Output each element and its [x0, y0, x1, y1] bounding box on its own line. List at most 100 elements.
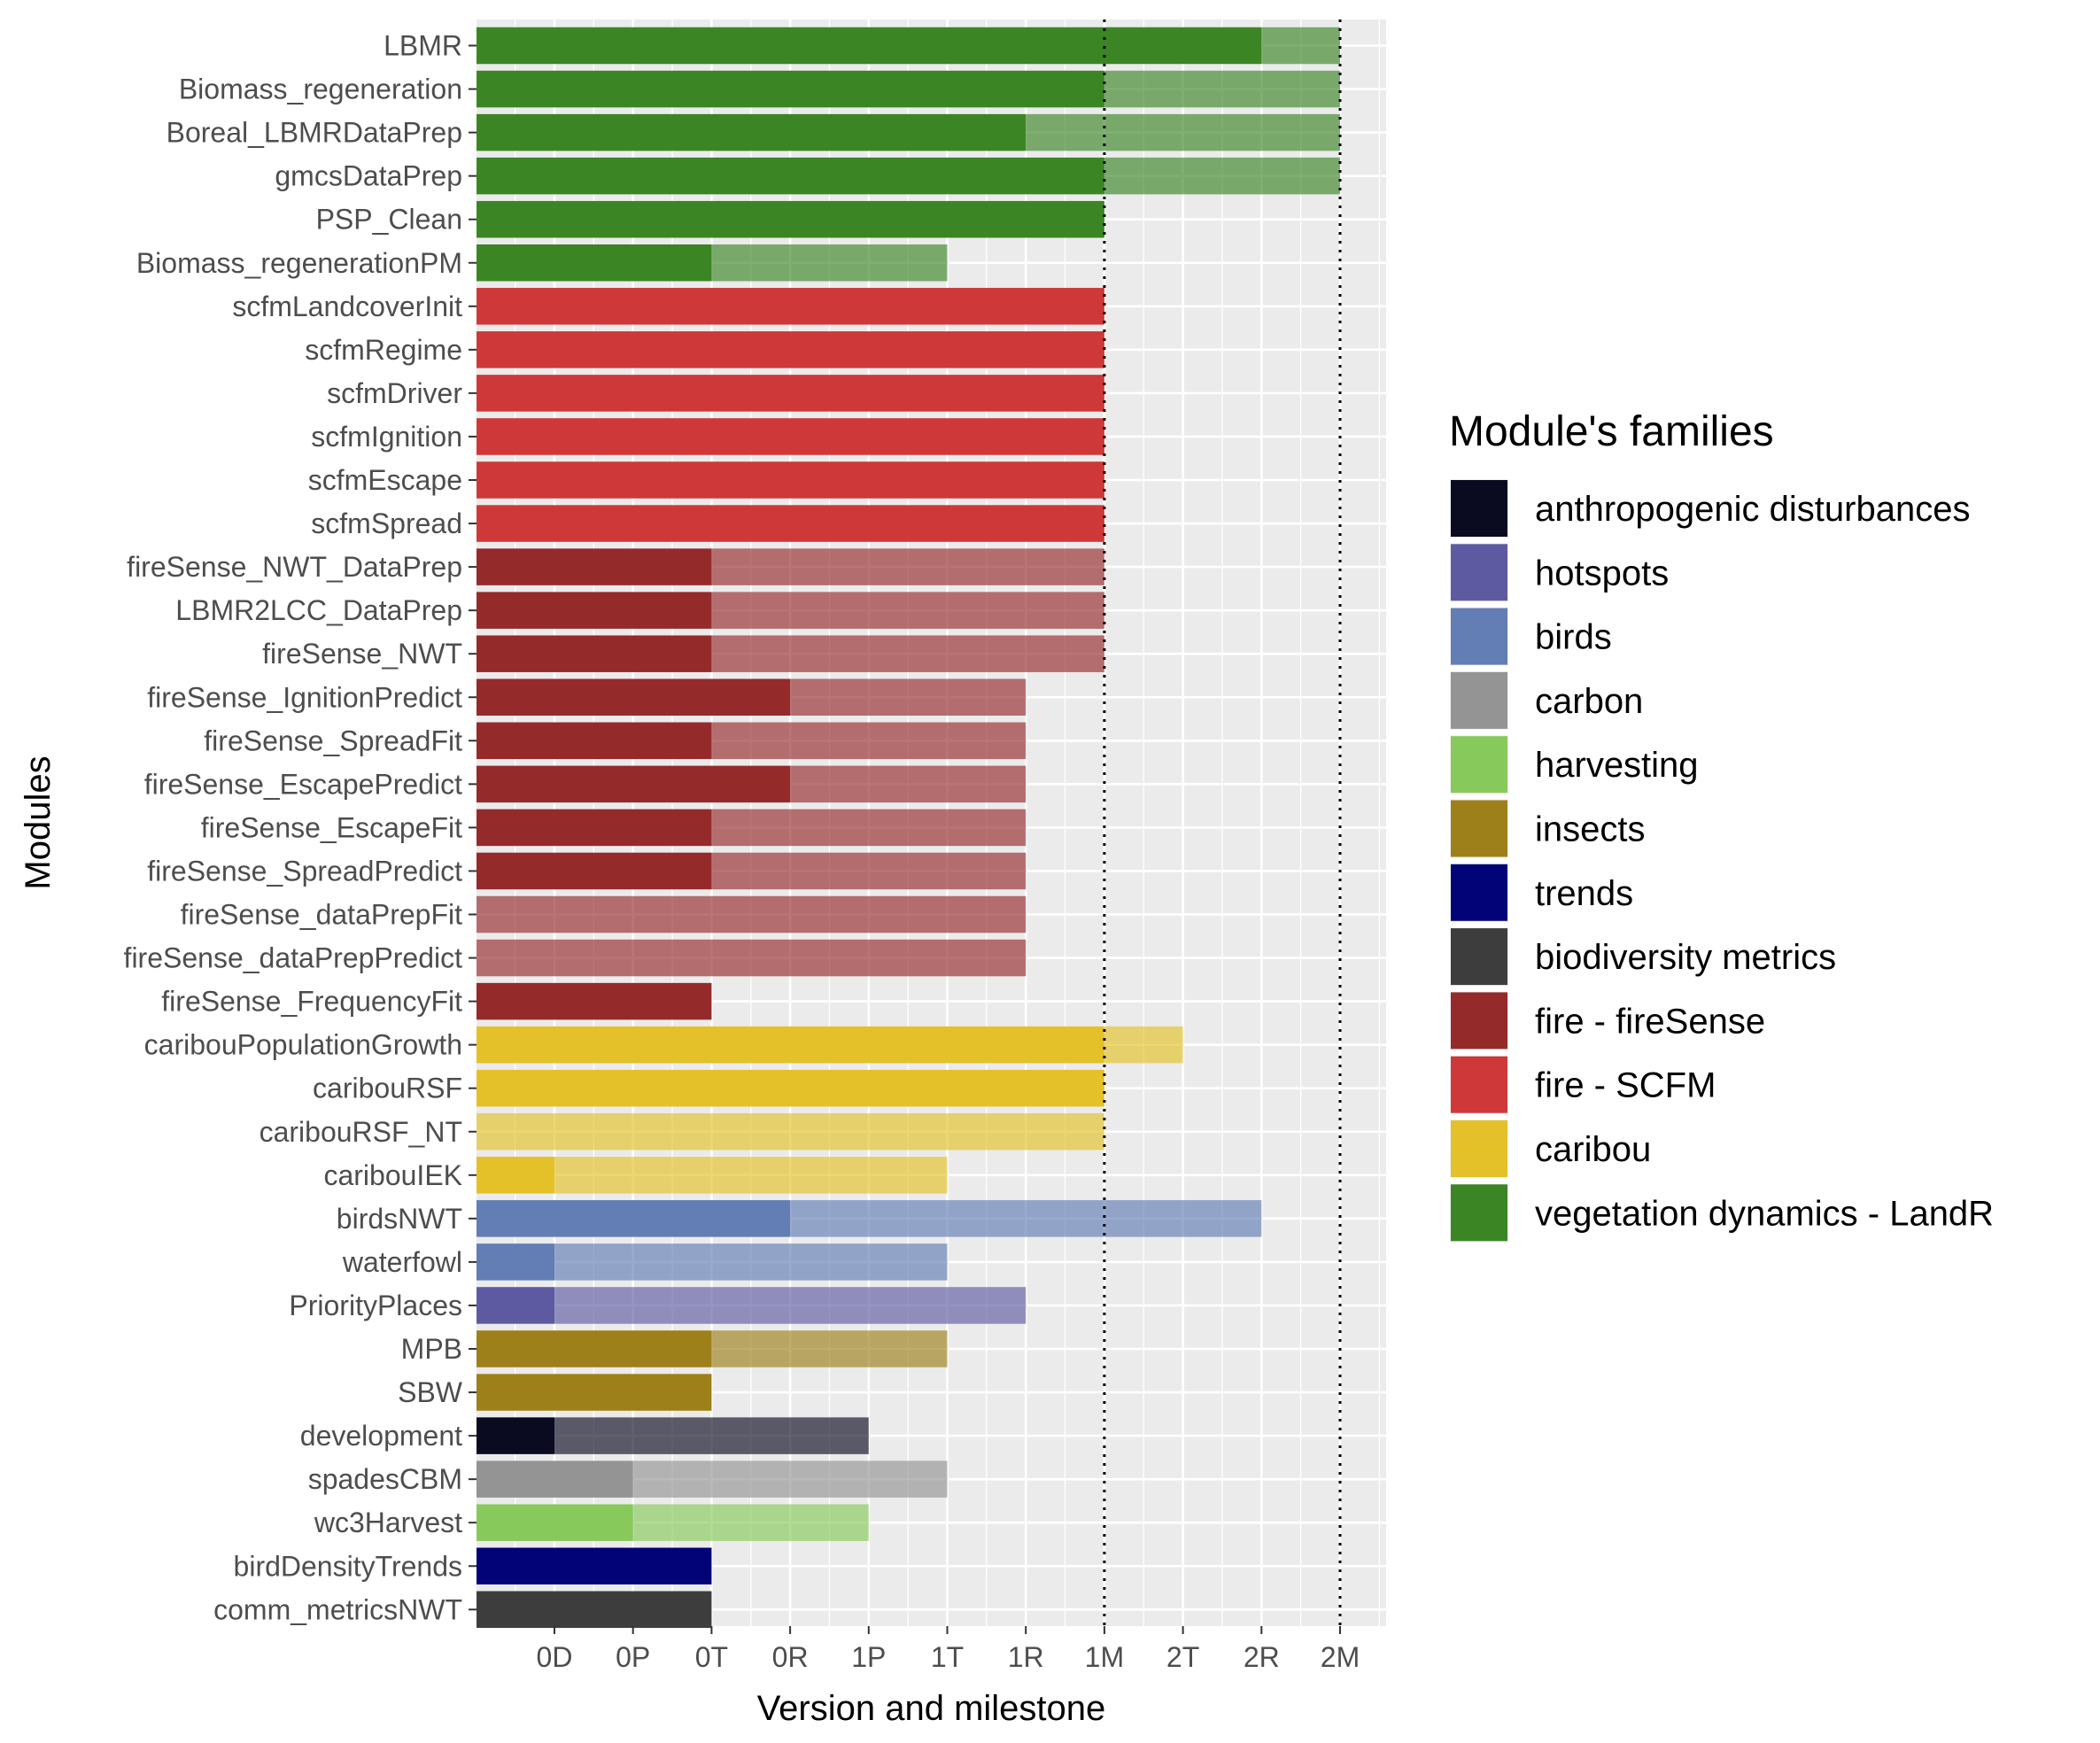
bar-current-MPB — [477, 1330, 712, 1367]
legend-label: fire - fireSense — [1535, 1002, 1765, 1041]
bar-current-fireSense_IgnitionPredict — [477, 678, 791, 716]
legend-swatch — [1451, 608, 1507, 665]
bar-current-caribouPopulationGrowth — [477, 1026, 1104, 1064]
y-tick-label: scfmDriver — [327, 377, 462, 409]
y-tick-label: MPB — [401, 1333, 462, 1365]
bar-target-LBMR — [1261, 27, 1340, 65]
y-tick-label: fireSense_SpreadPredict — [147, 855, 462, 887]
y-tick-label: caribouIEK — [323, 1159, 462, 1191]
x-tick-label: 1R — [1008, 1641, 1044, 1673]
legend-label: birds — [1535, 618, 1612, 657]
bar-current-fireSense_EscapePredict — [477, 765, 791, 803]
bar-current-waterfowl — [477, 1243, 554, 1281]
bars — [477, 27, 1340, 1629]
bar-current-gmcsDataPrep — [477, 157, 1104, 195]
bar-target-fireSense_EscapeFit — [711, 809, 1027, 847]
bar-target-MPB — [711, 1330, 948, 1367]
bar-current-spadesCBM — [477, 1460, 633, 1498]
y-tick-label: caribouRSF — [313, 1073, 462, 1104]
bar-target-Boreal_LBMRDataPrep — [1026, 113, 1340, 151]
bar-current-scfmSpread — [477, 505, 1104, 542]
bar-target-caribouPopulationGrowth — [1104, 1026, 1183, 1064]
legend-label: carbon — [1535, 682, 1643, 721]
bar-current-caribouRSF — [477, 1069, 1104, 1107]
y-tick-label: SBW — [398, 1376, 463, 1408]
x-tick-label: 2R — [1244, 1641, 1280, 1673]
y-tick-label: scfmSpread — [311, 507, 462, 539]
y-tick-label: fireSense_EscapeFit — [201, 811, 462, 843]
y-tick-label: spadesCBM — [308, 1463, 462, 1495]
y-tick-label: fireSense_FrequencyFit — [161, 986, 462, 1018]
bar-target-fireSense_dataPrepPredict — [477, 939, 1027, 977]
legend-swatch — [1451, 864, 1507, 921]
bar-target-fireSense_SpreadFit — [711, 722, 1027, 760]
bar-current-fireSense_FrequencyFit — [477, 982, 712, 1020]
legend-swatch — [1451, 928, 1507, 986]
y-axis-title: Modules — [19, 755, 58, 889]
bar-current-birdsNWT — [477, 1200, 791, 1237]
bar-target-PriorityPlaces — [554, 1287, 1027, 1324]
bar-current-PSP_Clean — [477, 200, 1104, 238]
x-tick-label: 2M — [1321, 1641, 1360, 1673]
y-tick-label: waterfowl — [342, 1246, 462, 1278]
bar-target-fireSense_SpreadPredict — [711, 852, 1027, 890]
x-tick-label: 0P — [616, 1641, 650, 1673]
bar-current-comm_metricsNWT — [477, 1591, 712, 1629]
y-tick-label: scfmLandcoverInit — [232, 290, 462, 322]
legend-swatch — [1451, 544, 1507, 601]
legend-swatch — [1451, 671, 1507, 729]
legend-label: anthropogenic disturbances — [1535, 490, 1970, 529]
y-tick-label: fireSense_dataPrepFit — [181, 899, 463, 931]
y-tick-label: fireSense_IgnitionPredict — [147, 681, 462, 713]
x-axis-title: Version and milestone — [757, 1689, 1106, 1728]
reference-lines — [1103, 19, 1342, 1626]
bar-current-LBMR — [477, 27, 1262, 65]
bar-current-fireSense_NWT_DataPrep — [477, 548, 712, 585]
bar-target-Biomass_regenerationPM — [711, 244, 948, 282]
legend-swatch — [1451, 1184, 1507, 1242]
x-tick-label: 2T — [1166, 1641, 1199, 1673]
x-tick-label: 1M — [1085, 1641, 1124, 1673]
y-tick-label: wc3Harvest — [314, 1507, 462, 1538]
legend-label: biodiversity metrics — [1535, 938, 1836, 977]
bar-current-scfmLandcoverInit — [477, 288, 1104, 325]
x-tick-label: 0D — [537, 1641, 573, 1673]
bar-target-fireSense_IgnitionPredict — [790, 678, 1027, 716]
bar-target-waterfowl — [554, 1243, 948, 1281]
y-tick-label: PSP_Clean — [316, 204, 462, 236]
legend-label: caribou — [1535, 1130, 1651, 1169]
bar-current-SBW — [477, 1374, 712, 1411]
bar-target-LBMR2LCC_DataPrep — [711, 592, 1104, 629]
bar-target-wc3Harvest — [632, 1504, 869, 1541]
y-tick-label: fireSense_SpreadFit — [204, 724, 462, 756]
y-tick-label: fireSense_EscapePredict — [144, 768, 462, 800]
y-tick-label: birdsNWT — [337, 1203, 462, 1235]
y-tick-label: caribouPopulationGrowth — [144, 1029, 462, 1061]
legend-label: harvesting — [1535, 746, 1699, 785]
y-tick-label: PriorityPlaces — [289, 1290, 462, 1321]
x-tick-label: 1T — [931, 1641, 964, 1673]
y-tick-label: caribouRSF_NT — [260, 1116, 462, 1148]
bar-current-fireSense_EscapeFit — [477, 809, 712, 847]
legend-swatch — [1451, 800, 1507, 857]
legend-swatch — [1451, 736, 1507, 794]
legend-label: insects — [1535, 810, 1646, 849]
legend-swatch — [1451, 1056, 1507, 1113]
legend-label: fire - SCFM — [1535, 1066, 1716, 1105]
legend-swatch — [1451, 992, 1507, 1050]
legend-label: trends — [1535, 874, 1633, 913]
y-tick-label: fireSense_NWT — [262, 638, 462, 670]
y-tick-label: fireSense_NWT_DataPrep — [127, 551, 462, 583]
y-tick-label: scfmIgnition — [311, 421, 462, 453]
y-tick-label: Biomass_regeneration — [179, 74, 462, 105]
bar-target-fireSense_NWT_DataPrep — [711, 548, 1104, 585]
bar-current-PriorityPlaces — [477, 1287, 554, 1324]
y-tick-label: LBMR2LCC_DataPrep — [175, 594, 462, 626]
bar-target-fireSense_NWT — [711, 635, 1104, 672]
legend-label: hotspots — [1535, 554, 1669, 593]
y-tick-label: comm_metricsNWT — [213, 1593, 462, 1625]
legend-swatch — [1451, 1120, 1507, 1177]
x-tick-label: 0T — [695, 1641, 728, 1673]
bar-current-birdDensityTrends — [477, 1547, 712, 1584]
